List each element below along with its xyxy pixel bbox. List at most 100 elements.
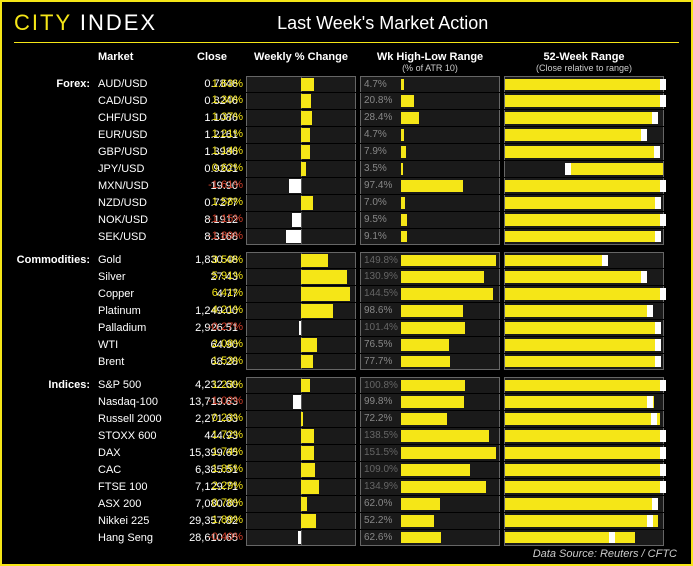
table-row: Palladium2,926.51-0.27%101.4% xyxy=(14,319,679,336)
hl-label: 4.7% xyxy=(364,79,387,90)
table-row: Silver27.435.91%130.9% xyxy=(14,268,679,285)
table-row: GBP/USD1.39861.14%7.9% xyxy=(14,143,679,160)
hl-label: 151.5% xyxy=(364,447,398,458)
hl-range-bar: 9.1% xyxy=(360,229,500,245)
table-row: EUR/USD1.21611.21%4.7% xyxy=(14,126,679,143)
table-row: FTSE 1007,129.712.29%134.9% xyxy=(14,478,679,495)
range-52w-bar xyxy=(504,479,664,495)
hl-label: 7.9% xyxy=(364,146,387,157)
range-52w-bar xyxy=(504,513,664,529)
logo: CITY INDEX xyxy=(14,10,157,36)
range-52w-bar xyxy=(504,394,664,410)
pct-label: 0.23% xyxy=(203,412,245,424)
table-row: ASX 2007,080.800.78%62.0% xyxy=(14,495,679,512)
range-52w-bar xyxy=(504,320,664,336)
pct-label: 1.72% xyxy=(203,429,245,441)
table-row: Forex:AUD/USD0.78461.63%4.7% xyxy=(14,75,679,92)
weekly-change-bar: 1.63% xyxy=(246,76,356,92)
table-row: Platinum1,249.004.21%98.6% xyxy=(14,302,679,319)
hl-range-bar: 134.9% xyxy=(360,479,500,495)
market-name: NZD/USD xyxy=(98,197,178,209)
pct-label: -1.15% xyxy=(203,213,245,225)
section: Indices:S&P 5004,232.601.23%100.8%Nasdaq… xyxy=(14,376,679,546)
weekly-change-bar: 1.53% xyxy=(246,354,356,370)
pct-label: -0.27% xyxy=(203,321,245,333)
group-label: Indices: xyxy=(14,379,94,391)
weekly-change-bar: 0.23% xyxy=(246,411,356,427)
hl-range-bar: 62.0% xyxy=(360,496,500,512)
pct-label: 1.53% xyxy=(203,355,245,367)
hl-range-bar: 9.5% xyxy=(360,212,500,228)
hl-label: 7.0% xyxy=(364,197,387,208)
hl-label: 149.8% xyxy=(364,255,398,266)
hl-range-bar: 77.7% xyxy=(360,354,500,370)
range-52w-bar xyxy=(504,93,664,109)
pct-label: 1.89% xyxy=(203,514,245,526)
pct-label: 1.14% xyxy=(203,145,245,157)
hl-label: 3.5% xyxy=(364,163,387,174)
market-name: NOK/USD xyxy=(98,214,178,226)
market-name: CAD/USD xyxy=(98,95,178,107)
weekly-change-bar: -1.15% xyxy=(246,212,356,228)
hl-range-bar: 109.0% xyxy=(360,462,500,478)
range-52w-bar xyxy=(504,445,664,461)
market-name: S&P 500 xyxy=(98,379,178,391)
weekly-change-bar: 4.21% xyxy=(246,303,356,319)
weekly-change-bar: 5.91% xyxy=(246,269,356,285)
pct-label: 1.63% xyxy=(203,78,245,90)
range-52w-bar xyxy=(504,428,664,444)
pct-label: 4.21% xyxy=(203,304,245,316)
table-row: CHF/USD1.10861.37%28.4% xyxy=(14,109,679,126)
range-52w-bar xyxy=(504,195,664,211)
weekly-change-bar: 1.37% xyxy=(246,110,356,126)
hl-label: 76.5% xyxy=(364,339,392,350)
col-hl: Wk High-Low Range (% of ATR 10) xyxy=(360,51,500,73)
hl-label: 109.0% xyxy=(364,464,398,475)
market-name: EUR/USD xyxy=(98,129,178,141)
hl-label: 97.4% xyxy=(364,180,392,191)
range-52w-bar xyxy=(504,354,664,370)
logo-part2: INDEX xyxy=(72,10,157,35)
range-52w-bar xyxy=(504,286,664,302)
weekly-change-bar: 2.08% xyxy=(246,337,356,353)
market-name: Russell 2000 xyxy=(98,413,178,425)
market-name: Platinum xyxy=(98,305,178,317)
table-row: Nikkei 22529,357.821.89%52.2% xyxy=(14,512,679,529)
hl-label: 98.6% xyxy=(364,305,392,316)
table-row: Indices:S&P 5004,232.601.23%100.8% xyxy=(14,376,679,393)
market-name: CAC xyxy=(98,464,178,476)
col-market: Market xyxy=(98,51,178,73)
weekly-change-bar: 1.72% xyxy=(246,428,356,444)
header: CITY INDEX Last Week's Market Action xyxy=(14,10,679,43)
weekly-change-bar: 1.85% xyxy=(246,462,356,478)
table-row: SEK/USD8.3168-1.89%9.1% xyxy=(14,228,679,245)
range-52w-bar xyxy=(504,212,664,228)
hl-range-bar: 76.5% xyxy=(360,337,500,353)
market-name: MXN/USD xyxy=(98,180,178,192)
hl-range-bar: 52.2% xyxy=(360,513,500,529)
weekly-change-bar: 2.29% xyxy=(246,479,356,495)
logo-part1: CITY xyxy=(14,10,72,35)
hl-label: 100.8% xyxy=(364,380,398,391)
hl-range-bar: 97.4% xyxy=(360,178,500,194)
table-row: Russell 20002,271.630.23%72.2% xyxy=(14,410,679,427)
hl-label: 138.5% xyxy=(364,430,398,441)
range-52w-bar xyxy=(504,76,664,92)
hl-label: 77.7% xyxy=(364,356,392,367)
weekly-change-bar: 1.21% xyxy=(246,127,356,143)
range-52w-bar xyxy=(504,144,664,160)
pct-label: 2.08% xyxy=(203,338,245,350)
weekly-change-bar: -0.40% xyxy=(246,530,356,546)
hl-range-bar: 101.4% xyxy=(360,320,500,336)
hl-range-bar: 138.5% xyxy=(360,428,500,444)
weekly-change-bar: 1.23% xyxy=(246,377,356,393)
hl-range-bar: 28.4% xyxy=(360,110,500,126)
weekly-change-bar: 1.30% xyxy=(246,93,356,109)
table-row: WTI64.902.08%76.5% xyxy=(14,336,679,353)
hl-label: 9.5% xyxy=(364,214,387,225)
weekly-change-bar: -1.89% xyxy=(246,229,356,245)
column-headers: Market Close Weekly % Change Wk High-Low… xyxy=(14,51,679,73)
table-row: Nasdaq-10013,719.63-1.02%99.8% xyxy=(14,393,679,410)
hl-label: 134.9% xyxy=(364,481,398,492)
market-name: ASX 200 xyxy=(98,498,178,510)
